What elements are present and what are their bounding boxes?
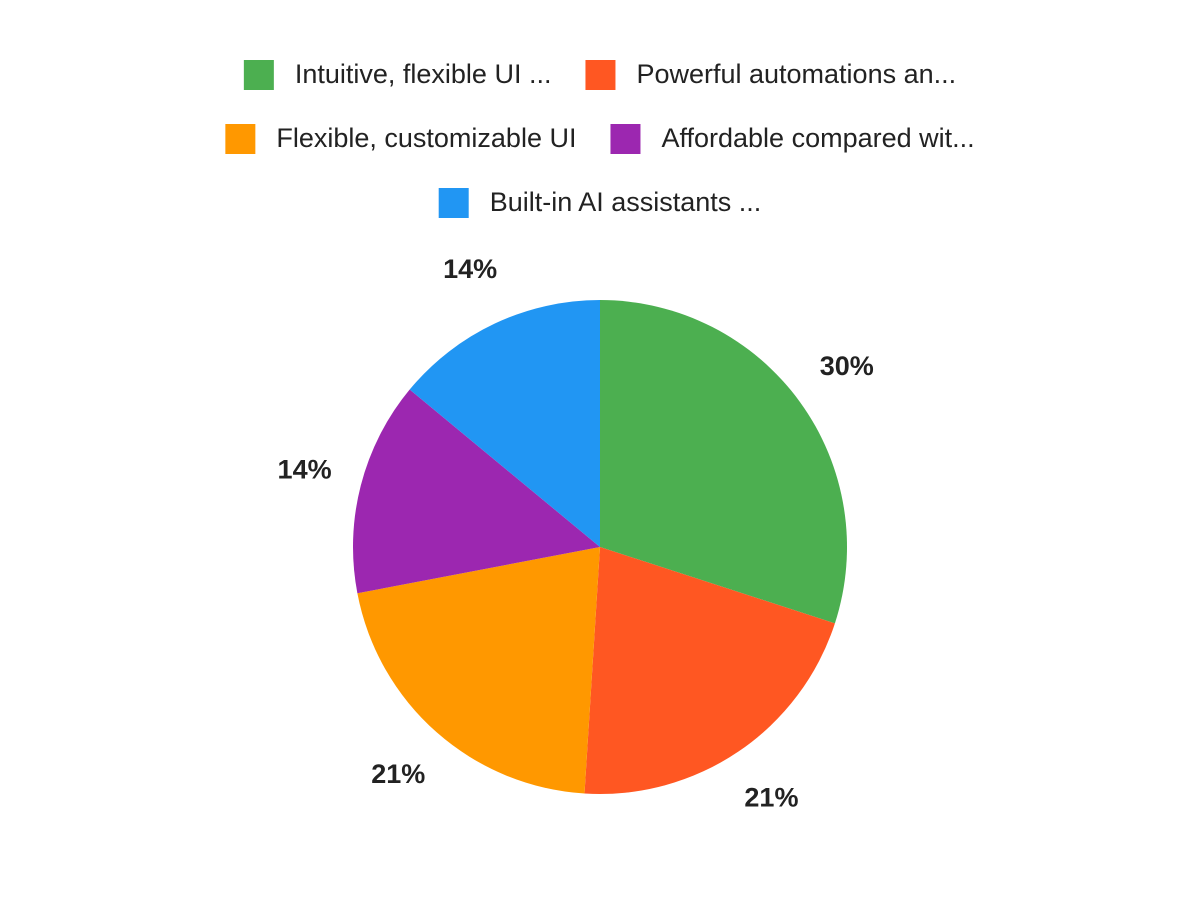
value-label: 21% <box>371 759 425 789</box>
legend-text: Intuitive, flexible UI ... <box>295 59 552 89</box>
legend-swatch <box>225 124 256 154</box>
value-label: 30% <box>820 351 874 381</box>
legend-item: Flexible, customizable UI <box>225 123 576 154</box>
legend-swatch <box>610 124 641 154</box>
legend-item: Intuitive, flexible UI ... <box>243 59 552 90</box>
pie-slice <box>584 547 835 794</box>
legend-swatch <box>585 60 616 90</box>
value-label: 14% <box>278 454 332 484</box>
legend-text: Powerful automations an... <box>636 59 956 89</box>
legend-swatch <box>438 188 469 218</box>
legend-text: Affordable compared wit... <box>661 123 974 153</box>
pie-slice <box>353 389 600 594</box>
legend-item: Affordable compared wit... <box>610 123 975 154</box>
legend-text: Flexible, customizable UI <box>276 123 576 153</box>
legend-item: Powerful automations an... <box>585 59 956 90</box>
pie-slice <box>409 300 600 547</box>
pie-slice <box>357 547 600 794</box>
legend-item: Built-in AI assistants ... <box>438 187 762 218</box>
value-label: 21% <box>744 782 798 812</box>
pie-slice <box>600 300 847 624</box>
value-label: 14% <box>443 254 497 284</box>
legend-swatch <box>243 60 274 90</box>
legend-text: Built-in AI assistants ... <box>490 187 762 217</box>
